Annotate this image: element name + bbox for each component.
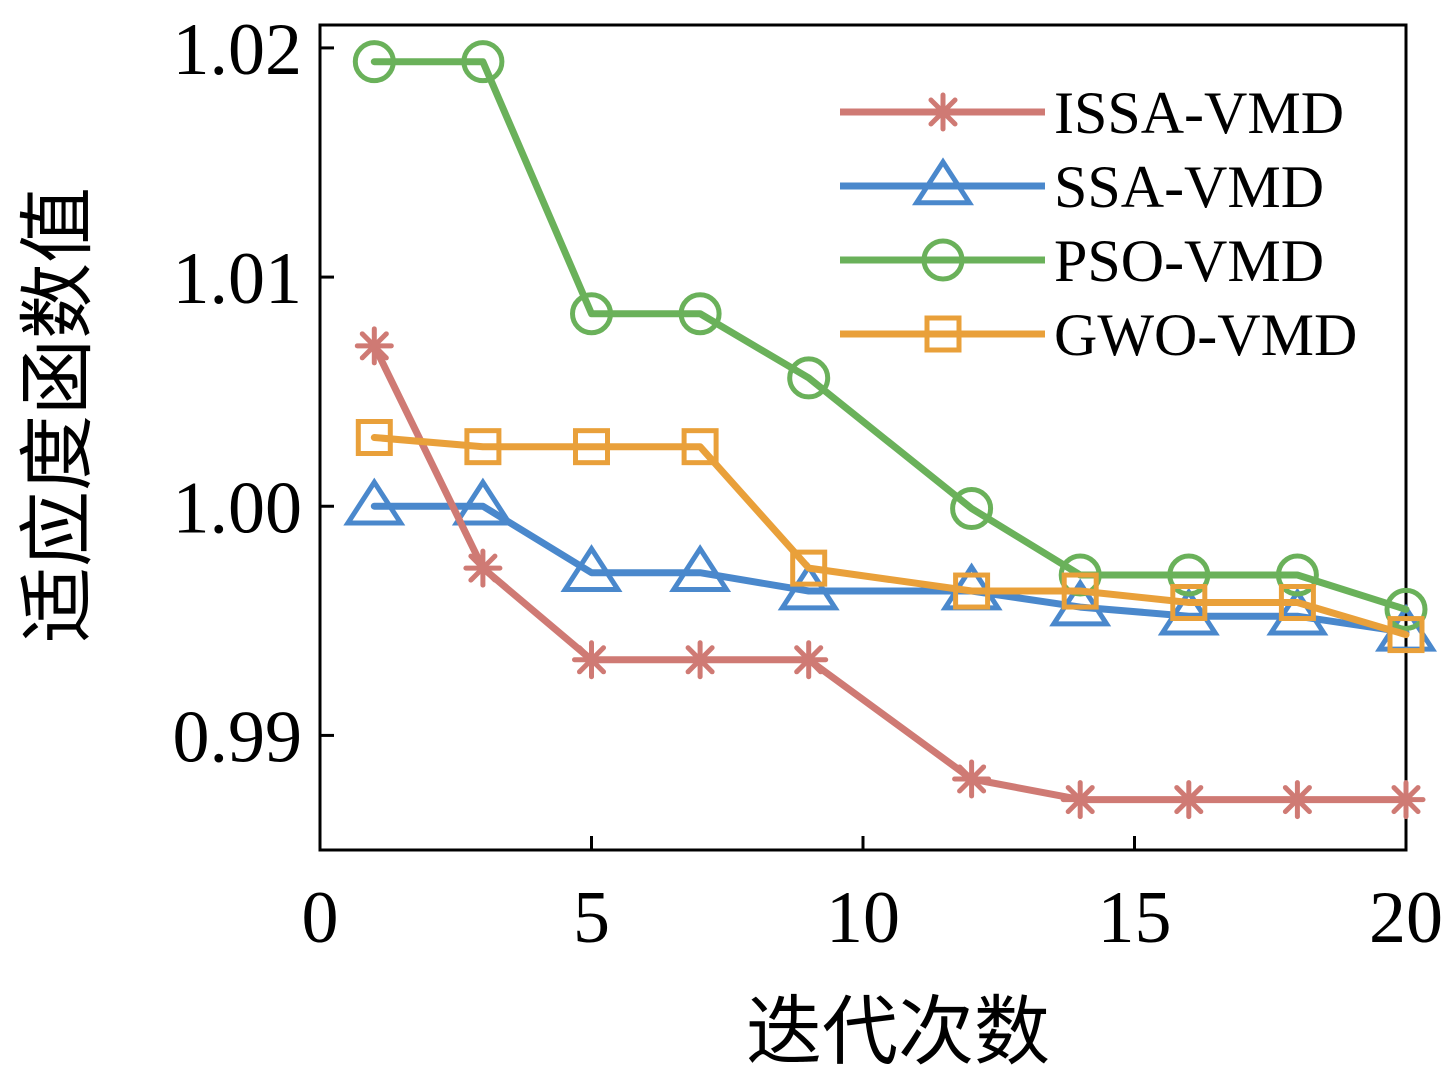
legend-item-issa-vmd: ISSA-VMD xyxy=(840,80,1344,146)
axis-ticks: 0 5 10 15 20 0.99 1.00 1.01 1.02 xyxy=(173,9,1444,959)
x-tick-label: 10 xyxy=(826,877,900,959)
asterisk-stroke xyxy=(468,553,498,583)
y-tick-label: 0.99 xyxy=(173,696,303,778)
series-line-pso-vmd xyxy=(370,58,1410,613)
legend-label: GWO-VMD xyxy=(1054,302,1357,368)
data-point-ssa-vmd xyxy=(1157,587,1220,636)
asterisk-stroke xyxy=(794,645,824,675)
x-tick-label: 5 xyxy=(573,877,610,959)
data-point-ssa-vmd xyxy=(777,562,840,611)
x-tick-label: 20 xyxy=(1369,877,1443,959)
data-point-issa-vmd xyxy=(572,640,611,680)
series-line-gwo-vmd xyxy=(370,434,1410,639)
asterisk-stroke xyxy=(576,645,607,675)
data-point-ssa-vmd xyxy=(560,544,623,593)
data-point-gwo-vmd xyxy=(1387,616,1425,654)
series-layer xyxy=(343,40,1437,820)
data-point-gwo-vmd xyxy=(1170,584,1208,621)
data-point-gwo-vmd xyxy=(953,572,991,610)
data-point-pso-vmd xyxy=(787,356,831,400)
legend-marker xyxy=(923,92,963,132)
series-line-issa-vmd xyxy=(370,342,1410,804)
data-point-issa-vmd xyxy=(680,640,720,680)
data-point-pso-vmd xyxy=(352,40,396,84)
asterisk-stroke xyxy=(359,331,389,361)
legend-marker xyxy=(921,238,965,282)
asterisk-stroke xyxy=(928,97,958,127)
y-tick-label: 1.02 xyxy=(173,9,303,91)
data-point-pso-vmd xyxy=(570,292,613,336)
asterisk-stroke xyxy=(957,764,987,794)
legend-label: SSA-VMD xyxy=(1054,154,1324,220)
y-tick-label: 1.00 xyxy=(173,467,303,549)
data-point-gwo-vmd xyxy=(1061,572,1099,610)
asterisk-stroke xyxy=(1174,785,1204,815)
y-axis-title: 适应度函数值 xyxy=(13,187,102,643)
asterisk-stroke xyxy=(1065,785,1095,815)
data-point-pso-vmd xyxy=(678,292,722,336)
data-point-issa-vmd xyxy=(789,640,829,680)
x-tick-label: 15 xyxy=(1098,877,1172,959)
data-point-ssa-vmd xyxy=(669,544,732,593)
y-tick-label: 1.01 xyxy=(173,238,303,320)
legend-item-ssa-vmd: SSA-VMD xyxy=(840,154,1324,220)
legend-marker xyxy=(924,315,962,353)
legend: ISSA-VMD SSA-VMD PSO-VMD GWO-VMD xyxy=(840,80,1357,368)
data-point-gwo-vmd xyxy=(355,419,393,456)
legend-marker xyxy=(912,157,974,206)
asterisk-stroke xyxy=(1391,785,1421,815)
legend-label: PSO-VMD xyxy=(1054,228,1324,294)
series-issa-vmd xyxy=(354,326,1426,820)
plot-area-frame xyxy=(318,23,1408,852)
data-point-gwo-vmd xyxy=(464,428,502,466)
series-line-ssa-vmd xyxy=(370,502,1410,636)
data-point-issa-vmd xyxy=(354,326,394,366)
legend-item-gwo-vmd: GWO-VMD xyxy=(840,302,1357,368)
legend-item-pso-vmd: PSO-VMD xyxy=(840,228,1324,294)
data-point-pso-vmd xyxy=(950,487,994,531)
series-ssa-vmd xyxy=(343,477,1437,652)
legend-label: ISSA-VMD xyxy=(1054,80,1344,146)
data-point-issa-vmd xyxy=(463,548,503,588)
data-point-issa-vmd xyxy=(1060,780,1100,820)
data-point-issa-vmd xyxy=(952,759,992,799)
data-point-gwo-vmd xyxy=(573,428,610,466)
asterisk-stroke xyxy=(685,645,715,675)
data-point-pso-vmd xyxy=(1275,553,1319,597)
data-point-pso-vmd xyxy=(1167,553,1211,597)
data-point-issa-vmd xyxy=(1386,780,1426,820)
data-point-ssa-vmd xyxy=(451,477,514,526)
data-point-issa-vmd xyxy=(1277,780,1317,820)
data-point-ssa-vmd xyxy=(1049,578,1112,627)
asterisk-stroke xyxy=(1282,785,1312,815)
series-pso-vmd xyxy=(352,40,1428,631)
data-point-ssa-vmd xyxy=(1266,587,1329,636)
data-point-pso-vmd xyxy=(461,40,505,84)
x-axis-title: 迭代次数 xyxy=(746,987,1050,1076)
data-point-gwo-vmd xyxy=(790,549,828,587)
x-tick-label: 0 xyxy=(302,877,339,959)
data-point-ssa-vmd xyxy=(343,477,406,526)
data-point-gwo-vmd xyxy=(1278,584,1316,621)
data-point-issa-vmd xyxy=(1169,780,1209,820)
series-gwo-vmd xyxy=(355,419,1425,654)
data-point-pso-vmd xyxy=(1384,587,1428,631)
data-point-gwo-vmd xyxy=(681,428,719,466)
